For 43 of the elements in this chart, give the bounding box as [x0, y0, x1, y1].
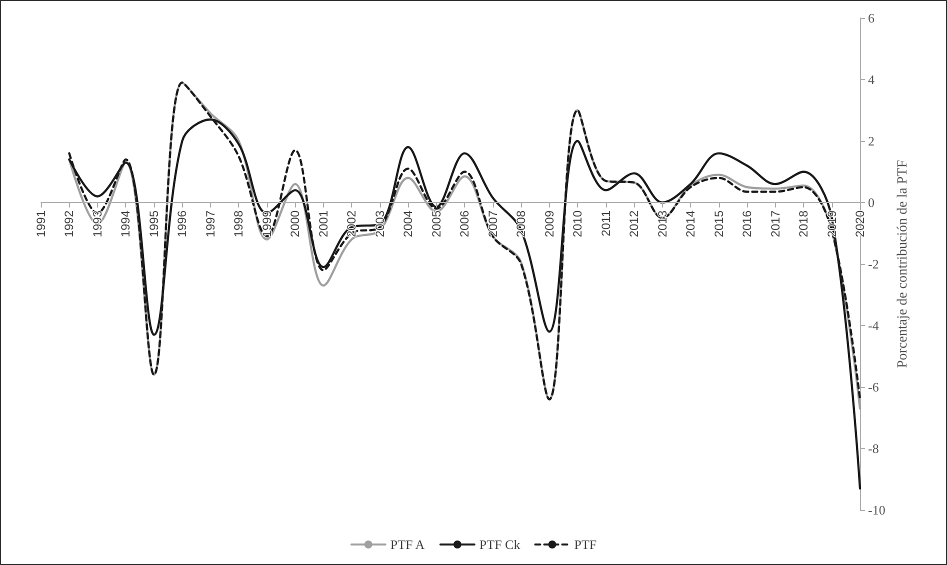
x-tick-label: 2002	[344, 210, 359, 238]
x-tick-label: 2013	[655, 210, 670, 238]
x-tick-label: 2010	[570, 210, 585, 238]
y-tick-label: -4	[868, 318, 880, 333]
x-tick-label: 2020	[853, 210, 867, 238]
x-tick-label: 2006	[458, 210, 472, 238]
legend-label: PTF Ck	[479, 537, 521, 552]
x-tick-label: 2005	[429, 210, 444, 238]
x-tick-label: 2015	[712, 210, 726, 238]
x-tick-label: 2011	[598, 210, 613, 236]
x-tick-label: 1996	[175, 210, 190, 238]
x-tick-label: 2000	[288, 210, 302, 238]
y-tick-label: 0	[868, 195, 874, 210]
y-tick-label: 4	[868, 72, 875, 87]
y-tick-label: -2	[868, 256, 879, 272]
x-tick-label: 2016	[740, 210, 754, 238]
legend-label: PTF A	[390, 537, 426, 552]
x-tick-label: 2012	[627, 210, 642, 238]
x-tick-label: 2004	[401, 210, 416, 238]
x-tick-label: 2014	[684, 210, 698, 238]
y-axis-title: Porcentaje de contribución de la PTF	[896, 160, 911, 368]
x-tick-label: 2019	[824, 210, 839, 238]
x-tick-label: 1992	[62, 210, 76, 238]
y-tick-label: 2	[868, 134, 874, 148]
x-tick-label: 2009	[542, 210, 556, 238]
y-tick-label: 6	[868, 10, 875, 26]
x-tick-label: 2001	[316, 210, 330, 238]
x-tick-label: 2018	[796, 210, 811, 238]
x-tick-label: 1993	[90, 210, 104, 238]
y-tick-label: -10	[868, 502, 886, 518]
y-tick-label: -6	[868, 380, 880, 394]
x-tick-label: 2017	[768, 210, 782, 238]
x-tick-label: 1994	[118, 210, 133, 238]
x-tick-label: 1991	[34, 210, 48, 238]
x-tick-label: 1997	[203, 210, 218, 238]
x-tick-label: 1995	[146, 210, 161, 238]
x-tick-label: 2003	[372, 210, 387, 238]
x-tick-label: 2008	[514, 210, 528, 238]
x-tick-label: 1998	[232, 210, 246, 238]
x-tick-label: 2007	[486, 210, 500, 238]
legend-label: PTF	[574, 537, 597, 552]
x-tick-label: 1999	[260, 210, 274, 238]
y-tick-label: -8	[868, 441, 879, 456]
